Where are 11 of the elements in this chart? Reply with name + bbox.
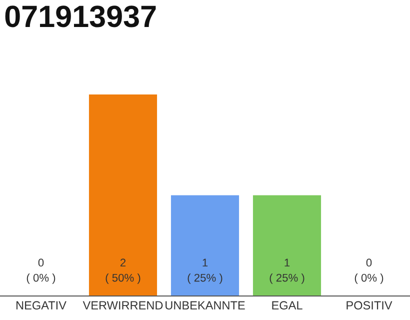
- data-label: 1 ( 25% ): [270, 258, 304, 284]
- x-tick-label: NEGATIV: [16, 301, 66, 310]
- chart-title: 071913937: [5, 6, 156, 28]
- data-label: 2 ( 50% ): [106, 258, 140, 284]
- data-label: 1 ( 25% ): [188, 258, 222, 284]
- x-tick-label: POSITIV: [346, 301, 392, 310]
- x-tick-label: EGAL: [272, 301, 302, 310]
- data-label: 0 ( 0% ): [26, 258, 56, 284]
- data-label: 0 ( 0% ): [354, 258, 384, 284]
- x-tick-label: UNBEKANNTE: [166, 301, 245, 310]
- x-tick-label: VERWIRREND: [82, 301, 163, 310]
